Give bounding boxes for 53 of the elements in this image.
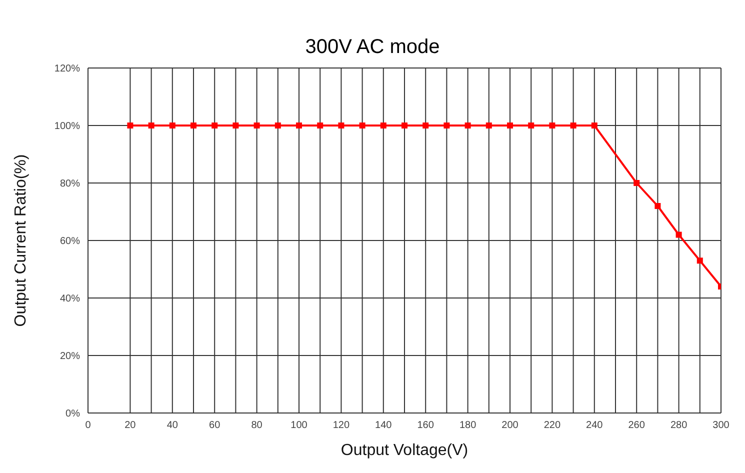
chart-title: 300V AC mode xyxy=(304,35,441,58)
y-tick-label: 80% xyxy=(60,178,80,190)
point xyxy=(169,122,176,128)
x-tick-label: 100 xyxy=(290,420,308,432)
y-tick-label: 100% xyxy=(54,121,80,132)
y-tick-label: 0% xyxy=(66,408,80,420)
x-tick-label: 140 xyxy=(375,420,392,432)
x-tick-label: 220 xyxy=(544,420,561,432)
point xyxy=(507,122,513,128)
point xyxy=(296,122,302,128)
point xyxy=(232,122,239,128)
point xyxy=(654,203,661,209)
point xyxy=(422,122,429,128)
x-tick-label: 40 xyxy=(166,420,178,432)
x-tick-label: 280 xyxy=(670,420,688,432)
point xyxy=(148,122,154,128)
x-axis-title: Output Voltage(V) xyxy=(340,442,468,459)
point xyxy=(676,232,682,238)
y-tick-label: 20% xyxy=(60,351,80,362)
point xyxy=(274,122,281,128)
x-tick-label: 200 xyxy=(502,420,519,432)
x-tick-label: 80 xyxy=(251,420,263,432)
point xyxy=(549,122,556,128)
x-tick-label: 300 xyxy=(712,420,730,432)
point xyxy=(464,122,471,128)
point xyxy=(486,122,492,128)
x-tick-label: 240 xyxy=(586,420,604,432)
point xyxy=(444,122,450,128)
y-tick-label: 40% xyxy=(60,294,80,305)
y-axis-title: Output Current Ratio(%) xyxy=(12,154,30,327)
point xyxy=(317,122,324,128)
point xyxy=(402,122,408,128)
point xyxy=(634,180,640,186)
x-tick-label: 0 xyxy=(85,420,92,432)
x-tick-label: 20 xyxy=(124,420,136,432)
x-tick-label: 160 xyxy=(417,420,434,432)
x-tick-label: 260 xyxy=(628,420,646,432)
point xyxy=(696,258,703,264)
point xyxy=(570,122,576,128)
point xyxy=(212,122,218,128)
point xyxy=(528,122,534,128)
point xyxy=(338,122,344,128)
y-tick-label: 120% xyxy=(54,64,80,75)
point xyxy=(190,122,196,128)
x-tick-label: 180 xyxy=(459,420,477,432)
y-tick-label: 60% xyxy=(60,236,80,248)
point xyxy=(359,122,366,128)
point xyxy=(380,122,386,128)
point xyxy=(254,122,260,128)
point xyxy=(127,122,134,128)
point xyxy=(591,122,598,128)
x-tick-label: 120 xyxy=(332,420,350,432)
x-tick-label: 60 xyxy=(209,420,221,432)
